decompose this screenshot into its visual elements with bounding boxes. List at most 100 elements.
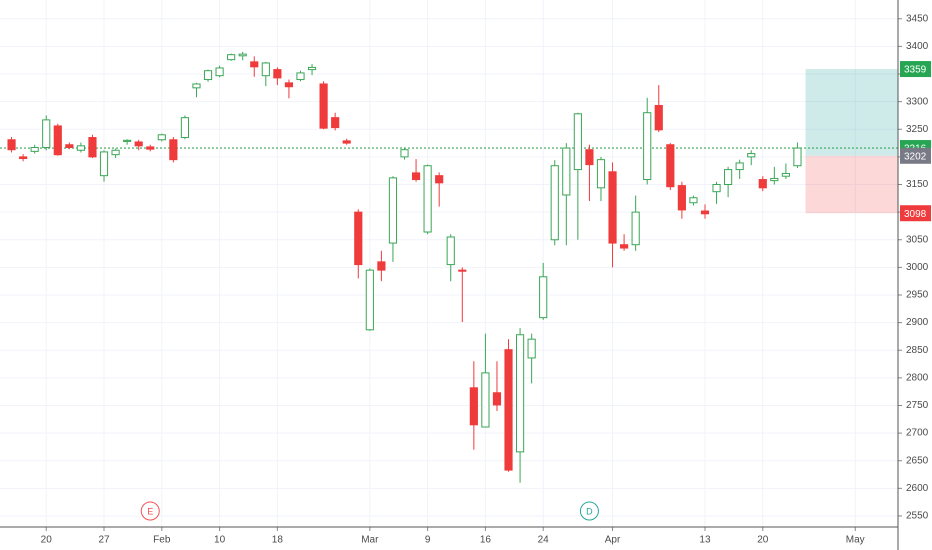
- candle-body: [76, 145, 85, 151]
- candle-body: [203, 70, 213, 81]
- y-tick-label: 3150: [906, 179, 929, 190]
- profit-zone: [805, 69, 898, 156]
- price-tag: [900, 147, 931, 164]
- candle-body: [469, 387, 478, 426]
- x-tick-label: 16: [480, 535, 492, 546]
- candle-body: [735, 162, 744, 171]
- candle-body: [481, 372, 490, 428]
- candle-body: [238, 53, 247, 57]
- x-tick-label: 20: [757, 535, 769, 546]
- y-tick-label: 2650: [906, 455, 929, 466]
- x-tick-label: 18: [272, 535, 284, 546]
- candle-body: [331, 117, 340, 129]
- candle-body: [215, 67, 224, 77]
- y-tick-label: 2900: [906, 317, 929, 328]
- candle-body: [30, 146, 39, 152]
- candle-body: [620, 244, 629, 249]
- candle-body: [758, 179, 767, 189]
- candle-body: [65, 144, 74, 148]
- loss-zone: [805, 155, 898, 214]
- candle-body: [689, 197, 698, 204]
- candle-body: [365, 269, 374, 331]
- candle-body: [111, 149, 120, 156]
- candle-body: [99, 151, 109, 177]
- candle-body: [654, 105, 663, 131]
- candle-body: [134, 141, 143, 147]
- x-tick-label: Mar: [361, 535, 379, 546]
- candle-body: [284, 82, 294, 88]
- candle-body: [585, 149, 594, 166]
- candle-body: [562, 147, 571, 196]
- candle-body: [88, 137, 97, 158]
- y-tick-label: 2550: [906, 511, 929, 522]
- candle-body: [157, 134, 166, 141]
- candle-body: [7, 139, 16, 151]
- event-label: E: [147, 506, 153, 516]
- y-tick-label: 3400: [906, 41, 929, 52]
- y-tick-label: 2850: [906, 345, 929, 356]
- x-tick-label: 24: [538, 535, 550, 546]
- candle-body: [423, 165, 432, 233]
- y-tick-label: 2700: [906, 428, 929, 439]
- candle-body: [123, 139, 132, 142]
- y-tick-label: 2750: [906, 400, 929, 411]
- candle-body: [192, 83, 201, 89]
- candle-body: [573, 113, 582, 171]
- x-tick-label: 27: [98, 535, 110, 546]
- y-tick-label: 2950: [906, 290, 929, 301]
- candle-body: [747, 153, 756, 158]
- candle-body: [319, 83, 328, 129]
- candle-body: [180, 117, 189, 139]
- candle-body: [608, 171, 617, 244]
- candle-body: [169, 139, 178, 161]
- price-tag: [900, 61, 931, 78]
- x-tick-label: 9: [425, 535, 431, 546]
- y-tick-label: 2600: [906, 483, 929, 494]
- y-tick-label: 3250: [906, 124, 929, 135]
- x-tick-label: 20: [41, 535, 53, 546]
- x-tick-label: 13: [699, 535, 711, 546]
- price-tag: [900, 205, 931, 222]
- candle-body: [781, 172, 790, 177]
- candle-body: [53, 125, 62, 156]
- candle-body: [712, 184, 721, 193]
- candle-body: [296, 72, 305, 81]
- candle-body: [492, 392, 502, 406]
- y-tick-label: 2800: [906, 372, 929, 383]
- x-tick-label: Feb: [153, 535, 171, 546]
- candle-body: [307, 66, 317, 71]
- candle-body: [550, 165, 559, 241]
- candle-body: [515, 334, 525, 453]
- candle-body: [793, 147, 802, 167]
- candle-body: [504, 349, 513, 471]
- candle-body: [261, 62, 270, 77]
- price-tag-label: 3202: [904, 151, 927, 162]
- candle-body: [42, 119, 51, 148]
- candle-body: [446, 236, 455, 266]
- candle-body: [19, 156, 28, 160]
- candle-body: [227, 54, 236, 61]
- x-tick-label: 10: [214, 535, 226, 546]
- candle-body: [700, 210, 710, 215]
- candle-body: [539, 276, 548, 319]
- y-tick-label: 3450: [906, 13, 929, 24]
- candle-body: [400, 149, 409, 158]
- y-tick-label: 3050: [906, 234, 929, 245]
- candle-body: [631, 211, 640, 246]
- candle-body: [250, 61, 259, 68]
- candle-body: [724, 169, 733, 186]
- y-tick-label: 3000: [906, 262, 929, 273]
- candle-body: [377, 261, 386, 271]
- y-tick-label: 3300: [906, 96, 929, 107]
- candle-body: [643, 112, 652, 181]
- candle-body: [354, 211, 363, 266]
- x-tick-label: May: [846, 535, 865, 546]
- candle-body: [458, 269, 467, 272]
- candle-body: [411, 172, 421, 181]
- event-marker: [579, 501, 599, 521]
- candle-body: [596, 159, 606, 189]
- price-tag-label: 3359: [904, 65, 927, 76]
- candle-body: [435, 175, 444, 184]
